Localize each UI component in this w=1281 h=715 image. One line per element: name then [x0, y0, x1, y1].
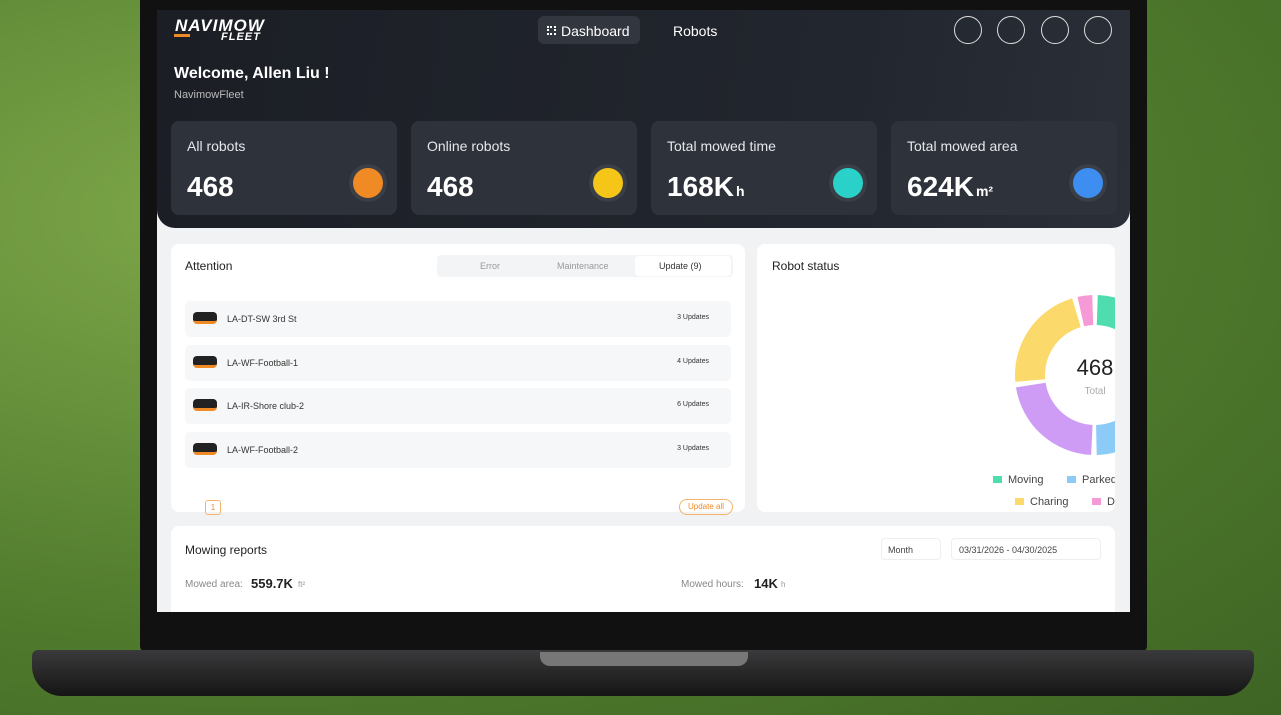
- total-label: Total: [1084, 386, 1105, 397]
- active-tab-bg: [635, 256, 731, 276]
- reports-panel: Mowing reports Month 03/31/2026 - 04/30/…: [171, 526, 1115, 612]
- attention-row[interactable]: LA-WF-Football-2 3 Updates: [185, 431, 731, 468]
- legend-label: Charing: [1030, 496, 1069, 508]
- tab[interactable]: Error: [480, 261, 500, 271]
- nav-robots[interactable]: Robots: [673, 23, 718, 39]
- robot-name: LA-WF-Football-2: [227, 444, 299, 455]
- metric-label: Mowed area:: [185, 579, 243, 590]
- screen: NAVIMOW FLEET Dashboard Robots Welcome, …: [157, 10, 1130, 612]
- total-value: 468: [1077, 355, 1114, 380]
- robot-icon: [193, 355, 217, 368]
- stat-value: 468: [187, 171, 234, 202]
- tab[interactable]: Maintenance: [557, 261, 609, 271]
- legend-label: Parked: [1082, 474, 1115, 486]
- stat-icon: [833, 168, 863, 198]
- stat-label: Total mowed area: [907, 138, 1018, 154]
- layers-button[interactable]: [954, 16, 982, 44]
- dashboard-icon: [547, 26, 556, 35]
- stat-unit: h: [735, 183, 745, 199]
- robot-icon: [193, 312, 217, 324]
- stat-label: Online robots: [427, 138, 511, 154]
- nav-dashboard[interactable]: Dashboard: [538, 16, 640, 44]
- info-button[interactable]: [1041, 16, 1069, 44]
- page-button[interactable]: 1: [205, 500, 221, 515]
- period-select[interactable]: Month: [881, 538, 941, 560]
- stat-card: Online robots 468: [411, 121, 637, 215]
- user-button[interactable]: [1084, 16, 1112, 44]
- robot-icon: [193, 399, 217, 411]
- stat-card: Total mowed time 168K h: [651, 121, 877, 215]
- robot-name: LA-WF-Football-1: [227, 357, 299, 368]
- update-count: 3 Updates: [677, 314, 709, 321]
- org-name: NavimowFleet: [174, 89, 244, 101]
- robot-status-panel: Robot status 468TotalMovingParkedWorking…: [757, 244, 1115, 512]
- date-range[interactable]: 03/31/2026 - 04/30/2025: [951, 538, 1101, 560]
- panel-title: Attention: [185, 259, 233, 273]
- donut-segment: [1015, 382, 1093, 455]
- stat-icon: [1073, 168, 1103, 198]
- stat-icon: [353, 168, 383, 198]
- logo: NAVIMOW: [175, 16, 265, 35]
- donut-segment: [1015, 298, 1081, 382]
- panel-title: Robot status: [772, 259, 840, 273]
- update-count: 4 Updates: [677, 357, 709, 365]
- update-count: 6 Updates: [677, 401, 709, 408]
- metric-unit: ft²: [298, 580, 306, 589]
- logo-sub: FLEET: [221, 31, 261, 43]
- legend-swatch: [1092, 498, 1101, 505]
- legend-label: Moving: [1008, 474, 1043, 486]
- logo-accent: [174, 34, 190, 37]
- laptop-notch: [540, 652, 748, 666]
- attention-row[interactable]: LA-WF-Football-1 4 Updates: [185, 344, 731, 381]
- robot-name: LA-DT-SW 3rd St: [227, 314, 297, 324]
- donut-chart: 468TotalMovingParkedWorkingCharingDiscon…: [993, 295, 1115, 508]
- metric-unit: h: [781, 580, 786, 589]
- messages-button[interactable]: [997, 16, 1025, 44]
- attention-panel: Attention Error Maintenance Update (9) L…: [171, 244, 745, 515]
- legend-swatch: [1067, 476, 1076, 483]
- stat-value: 624K m²: [907, 171, 994, 202]
- donut-segment: [1096, 420, 1115, 455]
- legend-label: Disconnected: [1107, 496, 1115, 508]
- attention-row[interactable]: LA-DT-SW 3rd St 3 Updates: [185, 301, 731, 337]
- legend-swatch: [993, 476, 1002, 483]
- tab[interactable]: Update (9): [659, 261, 702, 271]
- stat-card: Total mowed area 624K m²: [891, 121, 1117, 215]
- donut-segment: [1096, 295, 1115, 330]
- welcome: Welcome, Allen Liu !: [174, 65, 330, 82]
- stat-value: 168K h: [667, 171, 745, 202]
- metric-label: Mowed hours:: [681, 579, 744, 590]
- stat-value: 468: [427, 171, 474, 202]
- stat-unit: m²: [975, 183, 994, 199]
- stat-card: All robots 468: [171, 121, 397, 215]
- metric-value: 14K: [754, 576, 778, 591]
- update-count: 3 Updates: [677, 444, 709, 452]
- panel-title: Mowing reports: [185, 543, 268, 557]
- header-area: NAVIMOW FLEET Dashboard Robots Welcome, …: [157, 10, 1130, 228]
- stat-icon: [593, 168, 623, 198]
- stat-label: Total mowed time: [667, 138, 776, 154]
- attention-row[interactable]: LA-IR-Shore club-2 6 Updates: [185, 388, 731, 424]
- metric-value: 559.7K: [251, 576, 293, 591]
- legend-swatch: [1015, 498, 1024, 505]
- donut-segment: [1077, 295, 1094, 327]
- stat-label: All robots: [187, 138, 246, 154]
- robot-icon: [193, 442, 217, 455]
- robot-name: LA-IR-Shore club-2: [227, 401, 305, 411]
- update-all-button[interactable]: Update all: [679, 499, 733, 515]
